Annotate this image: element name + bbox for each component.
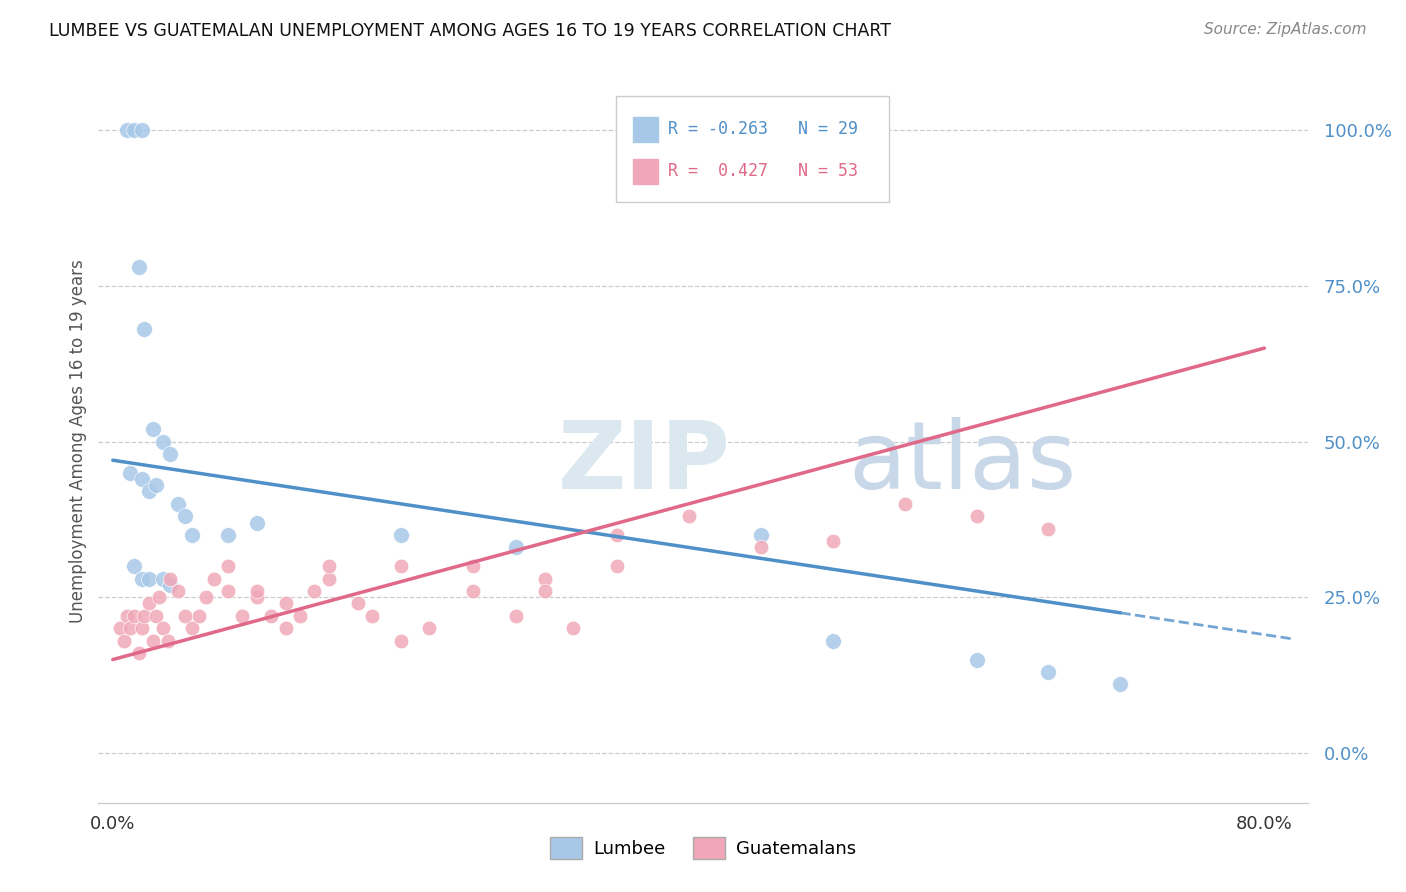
Point <box>166 584 188 599</box>
Point <box>418 621 440 635</box>
Point <box>108 621 131 635</box>
Point <box>346 597 368 611</box>
Point <box>678 509 700 524</box>
Point <box>112 633 135 648</box>
Point <box>159 578 181 592</box>
Point <box>1109 677 1132 691</box>
Point <box>246 584 269 599</box>
Point <box>389 633 412 648</box>
Point <box>124 609 146 624</box>
Point <box>152 434 174 449</box>
Point <box>246 516 269 530</box>
Point <box>134 322 156 336</box>
Point <box>195 591 218 605</box>
Point <box>131 123 153 137</box>
Point <box>131 621 153 635</box>
Point <box>966 652 988 666</box>
Text: atlas: atlas <box>848 417 1077 509</box>
Point <box>181 528 204 542</box>
Point <box>156 633 179 648</box>
Point <box>188 609 211 624</box>
Point <box>505 541 527 555</box>
Point <box>138 572 160 586</box>
Point <box>749 541 772 555</box>
Point <box>606 559 628 574</box>
Point <box>461 584 484 599</box>
Point <box>231 609 253 624</box>
Point <box>1038 522 1060 536</box>
Point <box>893 497 915 511</box>
Point <box>138 484 160 499</box>
Point <box>124 559 146 574</box>
Point <box>821 534 844 549</box>
Point <box>461 559 484 574</box>
Text: R =  0.427   N = 53: R = 0.427 N = 53 <box>668 162 858 180</box>
Y-axis label: Unemployment Among Ages 16 to 19 years: Unemployment Among Ages 16 to 19 years <box>69 260 87 624</box>
Point <box>142 633 165 648</box>
Point <box>533 584 555 599</box>
Point <box>145 478 167 492</box>
Point <box>217 584 239 599</box>
Legend: Lumbee, Guatemalans: Lumbee, Guatemalans <box>543 830 863 866</box>
Point <box>152 572 174 586</box>
Point <box>260 609 283 624</box>
Point <box>288 609 311 624</box>
Point <box>274 621 297 635</box>
Point <box>166 497 188 511</box>
Point <box>145 609 167 624</box>
Point <box>505 609 527 624</box>
Point <box>159 447 181 461</box>
Point <box>181 621 204 635</box>
Point <box>966 509 988 524</box>
Point <box>138 597 160 611</box>
Point <box>152 621 174 635</box>
Point <box>217 559 239 574</box>
Text: LUMBEE VS GUATEMALAN UNEMPLOYMENT AMONG AGES 16 TO 19 YEARS CORRELATION CHART: LUMBEE VS GUATEMALAN UNEMPLOYMENT AMONG … <box>49 22 891 40</box>
Point <box>749 528 772 542</box>
Point <box>318 572 340 586</box>
Point <box>389 559 412 574</box>
Point <box>821 633 844 648</box>
Point <box>120 466 142 480</box>
Text: ZIP: ZIP <box>558 417 731 509</box>
Point <box>134 609 156 624</box>
Point <box>533 572 555 586</box>
Point <box>120 621 142 635</box>
Point <box>318 559 340 574</box>
Point <box>361 609 384 624</box>
Point <box>173 609 195 624</box>
Point <box>128 646 150 660</box>
Text: R = -0.263   N = 29: R = -0.263 N = 29 <box>668 120 858 138</box>
Point <box>606 528 628 542</box>
Point <box>562 621 585 635</box>
Point <box>1038 665 1060 679</box>
Point <box>1324 123 1347 137</box>
Point <box>142 422 165 436</box>
Point <box>202 572 225 586</box>
Point <box>128 260 150 274</box>
Point <box>173 509 195 524</box>
Point <box>217 528 239 542</box>
Point <box>246 591 269 605</box>
Point <box>115 609 138 624</box>
Point <box>274 597 297 611</box>
Point <box>115 123 138 137</box>
Point <box>304 584 326 599</box>
Point <box>124 123 146 137</box>
Point <box>148 591 170 605</box>
Text: Source: ZipAtlas.com: Source: ZipAtlas.com <box>1204 22 1367 37</box>
Point <box>389 528 412 542</box>
Point <box>159 572 181 586</box>
Point <box>131 572 153 586</box>
Point <box>131 472 153 486</box>
